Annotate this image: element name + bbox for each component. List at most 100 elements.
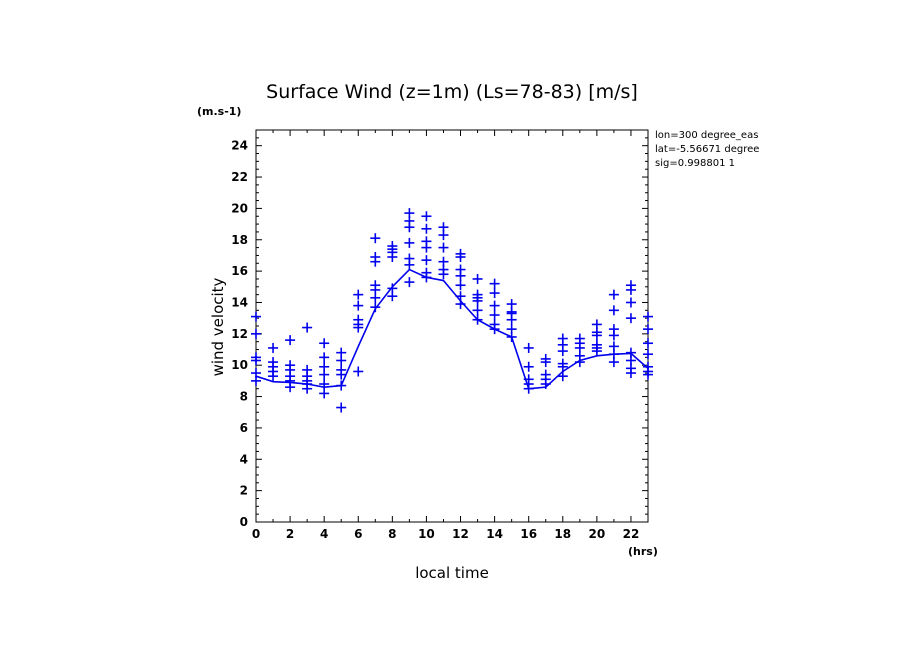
x-tick-label: 6: [354, 527, 362, 541]
y-tick-label: 10: [231, 358, 248, 372]
scatter-point: [591, 330, 602, 341]
scatter-point: [643, 311, 653, 322]
scatter-point: [421, 242, 432, 253]
x-tick-label: 12: [452, 527, 469, 541]
scatter-point: [643, 338, 653, 349]
x-tick-label: 14: [486, 527, 503, 541]
x-tick-label: 16: [520, 527, 537, 541]
scatter-point: [557, 371, 568, 382]
scatter-point: [489, 278, 500, 289]
y-tick-label: 14: [231, 295, 248, 309]
scatter-point: [643, 324, 653, 335]
scatter-point: [421, 272, 432, 283]
y-tick-label: 24: [231, 139, 248, 153]
scatter-point: [285, 335, 296, 346]
scatter-point: [574, 357, 585, 368]
scatter-point: [421, 211, 432, 222]
scatter-point: [370, 302, 381, 313]
scatter-point: [302, 383, 313, 394]
scatter-point: [625, 284, 636, 295]
y-tick-label: 12: [231, 327, 248, 341]
annotation-sig: sig=0.998801 1: [655, 158, 735, 169]
scatter-point: [506, 331, 517, 342]
scatter-point: [643, 349, 653, 360]
scatter-point: [251, 355, 261, 366]
series-layer: [251, 208, 653, 413]
y-tick-label: 20: [231, 201, 248, 215]
scatter-point: [625, 368, 636, 379]
scatter-point: [251, 328, 261, 339]
y-axis-title: wind velocity: [209, 277, 227, 376]
scatter-point: [455, 252, 466, 263]
scatter-point: [591, 346, 602, 357]
scatter-point: [455, 299, 466, 310]
y-tick-label: 8: [240, 390, 248, 404]
scatter-point: [336, 369, 347, 380]
scatter-point: [506, 314, 517, 325]
y-tick-label: 0: [240, 515, 248, 529]
scatter-point: [489, 310, 500, 321]
scatter-point: [251, 375, 261, 386]
scatter-point: [268, 371, 279, 382]
scatter-point: [608, 330, 619, 341]
scatter-point: [523, 383, 534, 394]
x-tick-label: 2: [286, 527, 294, 541]
scatter-point: [370, 256, 381, 267]
x-tick-label: 22: [623, 527, 640, 541]
x-tick-label: 10: [418, 527, 435, 541]
annotation-lat: lat=-5.56671 degree: [655, 144, 759, 155]
scatter-point: [336, 380, 347, 391]
x-tick-label: 18: [554, 527, 571, 541]
x-axis-title: local time: [415, 564, 489, 582]
scatter-point: [353, 300, 364, 311]
scatter-point: [540, 357, 551, 368]
scatter-point: [625, 313, 636, 324]
series-line: [255, 268, 649, 390]
scatter-point: [404, 222, 415, 233]
scatter-point: [319, 388, 330, 399]
scatter-point: [285, 382, 296, 393]
x-tick-label: 20: [589, 527, 606, 541]
x-tick-label: 8: [388, 527, 396, 541]
scatter-point: [319, 338, 330, 349]
scatter-point: [404, 237, 415, 248]
y-tick-label: 4: [240, 452, 248, 466]
scatter-point: [251, 311, 261, 322]
scatter-point: [302, 322, 313, 333]
scatter-point: [438, 242, 449, 253]
plot-frame: [255, 129, 649, 523]
scatter-point: [608, 305, 619, 316]
chart-title: Surface Wind (z=1m) (Ls=78-83) [m/s]: [266, 81, 638, 103]
scatter-point: [404, 277, 415, 288]
scatter-point: [625, 297, 636, 308]
y-tick-label: 16: [231, 264, 248, 278]
scatter-point: [455, 280, 466, 291]
scatter-point: [489, 300, 500, 311]
scatter-point: [421, 255, 432, 266]
scatter-point: [608, 289, 619, 300]
scatter-point: [557, 346, 568, 357]
scatter-point: [472, 273, 483, 284]
scatter-point: [370, 233, 381, 244]
scatter-point: [540, 379, 551, 390]
scatter-point: [387, 252, 398, 263]
scatter-point: [608, 357, 619, 368]
scatter-point: [370, 292, 381, 303]
x-unit-label: (hrs): [628, 545, 658, 558]
scatter-point: [472, 295, 483, 306]
scatter-point: [336, 402, 347, 413]
y-unit-label: (m.s-1): [197, 105, 241, 118]
scatter-point: [353, 289, 364, 300]
y-tick-label: 22: [231, 170, 248, 184]
scatter-point: [387, 291, 398, 302]
scatter-point: [438, 230, 449, 241]
scatter-point: [353, 366, 364, 377]
y-tick-label: 18: [231, 233, 248, 247]
scatter-point: [404, 259, 415, 270]
scatter-point: [643, 369, 653, 380]
scatter-point: [421, 223, 432, 234]
y-tick-label: 6: [240, 421, 248, 435]
y-tick-label: 2: [240, 484, 248, 498]
